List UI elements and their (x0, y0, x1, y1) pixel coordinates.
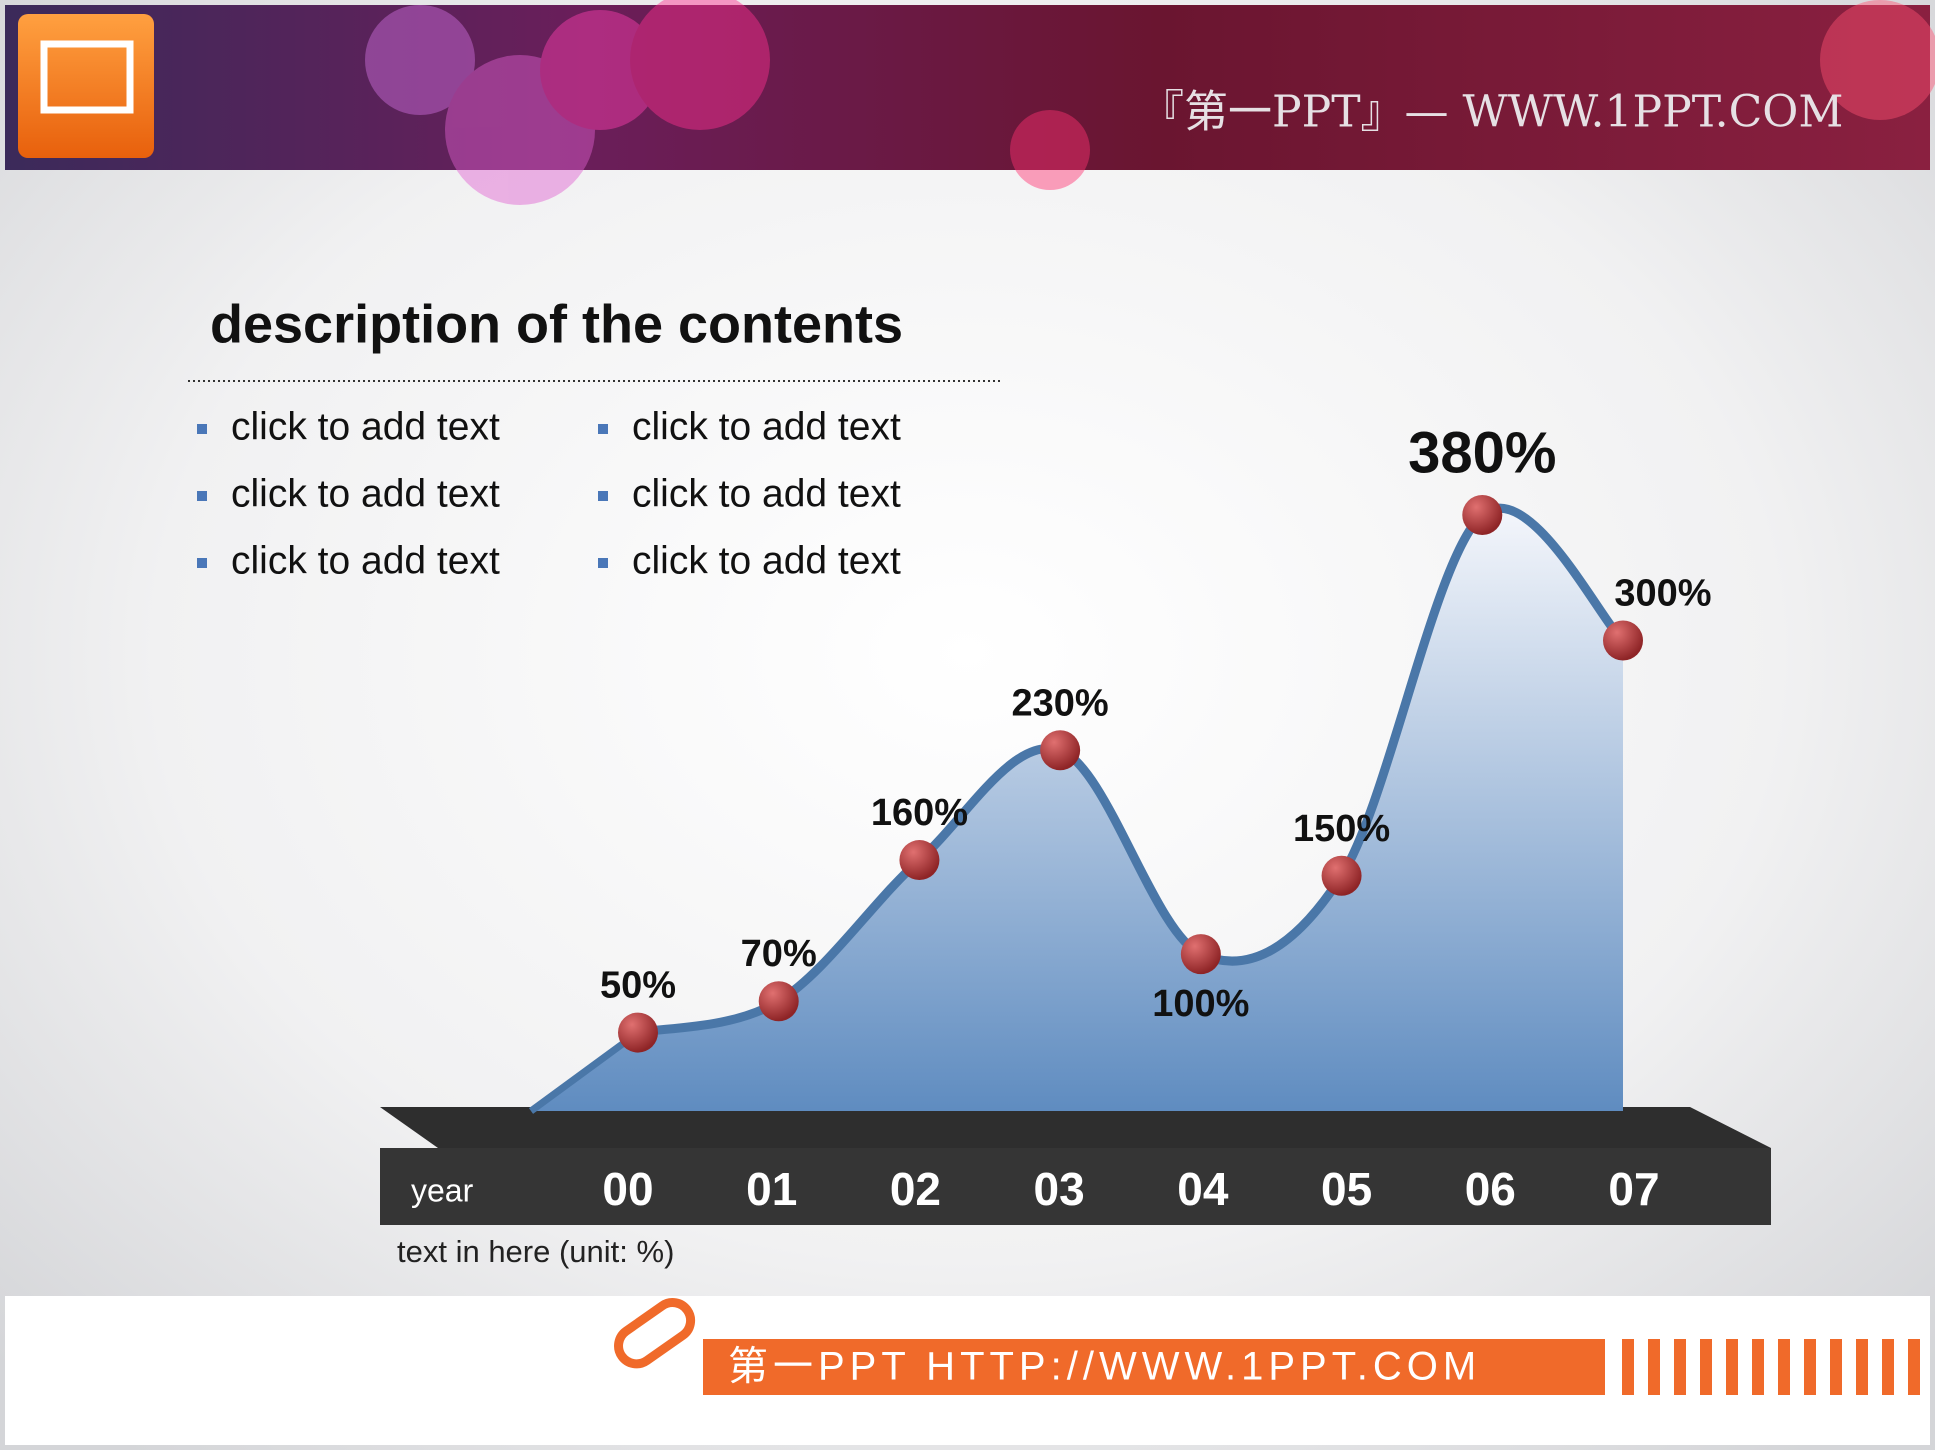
stripe (1752, 1339, 1764, 1395)
stripe (1830, 1339, 1842, 1395)
value-label: 50% (600, 965, 676, 1007)
area-fill (531, 508, 1623, 1111)
bullet-text: click to add text (632, 405, 901, 448)
pencil-icon (614, 1298, 696, 1369)
stripe (1700, 1339, 1712, 1395)
stripe (1674, 1339, 1686, 1395)
stripe (1908, 1339, 1920, 1395)
value-label: 100% (1152, 983, 1249, 1025)
unit-note: text in here (unit: %) (397, 1234, 674, 1269)
bullet-marker (598, 491, 608, 501)
header-site: 『第一PPT』— WWW.1PPT.COM (1140, 87, 1843, 138)
value-label: 380% (1408, 420, 1556, 485)
value-label: 230% (1012, 682, 1109, 724)
bullet-text: click to add text (231, 472, 500, 515)
stripe (1778, 1339, 1790, 1395)
header-band (5, 5, 1930, 170)
data-point (1462, 495, 1503, 535)
data-point (1040, 730, 1081, 771)
footer-stripes (1622, 1339, 1920, 1395)
bullet-list: click to add text click to add text click … (197, 405, 901, 582)
bullet-marker (598, 558, 608, 568)
x-axis-label: year (411, 1172, 474, 1208)
chart: year text in here (unit: %) 50% 00 70% 01 16… (380, 420, 1771, 1269)
value-label: 160% (871, 792, 968, 834)
stripe (1882, 1339, 1894, 1395)
data-point (618, 1012, 658, 1053)
data-point (899, 840, 940, 881)
content-title: description of the contents (210, 294, 903, 354)
x-tick-label: 04 (1177, 1163, 1229, 1215)
value-label: 300% (1614, 573, 1711, 615)
bokeh (365, 0, 1935, 205)
stripe (1622, 1339, 1634, 1395)
app-icon (18, 14, 154, 158)
data-point (758, 981, 799, 1022)
x-tick-label: 06 (1465, 1163, 1516, 1215)
platform-front (380, 1148, 1771, 1225)
data-point (1180, 934, 1221, 975)
x-tick-label: 03 (1034, 1163, 1085, 1215)
area-start (528, 1029, 641, 1114)
data-point (1321, 855, 1362, 896)
stripe (1856, 1339, 1868, 1395)
x-tick-label: 05 (1321, 1163, 1372, 1215)
footer-site: 第一PPT HTTP://WWW.1PPT.COM (728, 1345, 1481, 1389)
bullet-marker (598, 424, 608, 434)
value-label: 150% (1293, 808, 1390, 850)
footer-bar (703, 1339, 1605, 1395)
bullet-marker (197, 491, 207, 501)
bullet-text: click to add text (632, 472, 901, 515)
bullet-marker (197, 558, 207, 568)
stripe (1726, 1339, 1738, 1395)
icon-glyph (40, 40, 134, 114)
bullet-text: click to add text (632, 539, 901, 582)
bullet-text: click to add text (231, 539, 500, 582)
platform-top (380, 1107, 1771, 1148)
stripe (1804, 1339, 1816, 1395)
stripe (1648, 1339, 1660, 1395)
x-tick-label: 00 (602, 1163, 653, 1215)
bullet-text: click to add text (231, 405, 500, 448)
bullet-marker (197, 424, 207, 434)
x-tick-label: 02 (890, 1163, 941, 1215)
x-tick-label: 01 (746, 1163, 797, 1215)
value-label: 70% (741, 933, 817, 975)
data-point (1603, 620, 1643, 661)
x-tick-label: 07 (1608, 1163, 1659, 1215)
